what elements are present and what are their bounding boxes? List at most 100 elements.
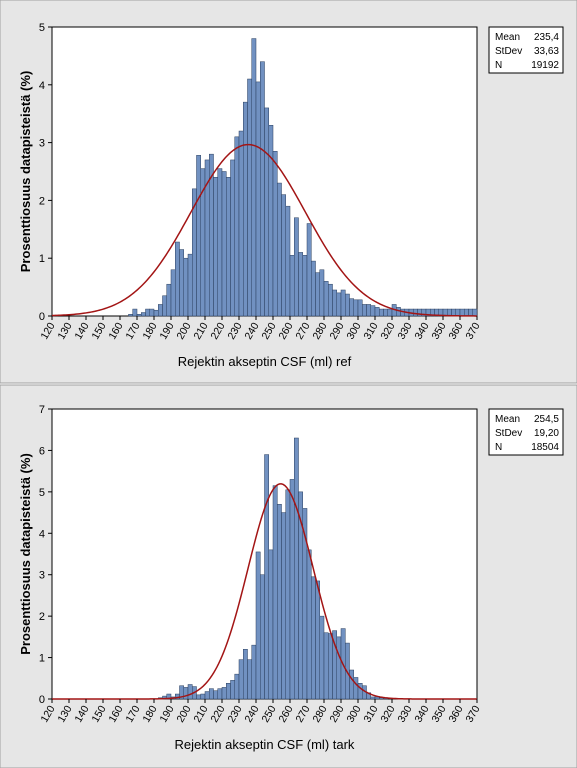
y-tick-label: 5 bbox=[39, 22, 45, 34]
histogram-bar bbox=[281, 512, 286, 700]
histogram-bar bbox=[213, 690, 218, 700]
histogram-bar bbox=[349, 669, 354, 700]
histogram-bar bbox=[162, 295, 167, 317]
stat-value: 19,20 bbox=[534, 428, 559, 439]
histogram-panel-ref: 0123451201301401501601701801902002102202… bbox=[0, 0, 577, 384]
histogram-bar bbox=[345, 293, 350, 317]
histogram-bar bbox=[370, 305, 376, 317]
histogram-bar bbox=[209, 688, 214, 700]
histogram-bar bbox=[243, 101, 248, 317]
stat-label: StDev bbox=[495, 46, 522, 57]
y-tick-label: 4 bbox=[39, 528, 45, 540]
histogram-bar bbox=[285, 205, 291, 317]
histogram-bar bbox=[196, 694, 201, 700]
histogram-bar bbox=[145, 308, 150, 317]
histogram-bar bbox=[251, 644, 257, 700]
stats-legend: Mean 254,5 StDev 19,20 N 18504 bbox=[488, 408, 564, 456]
y-tick-label: 2 bbox=[39, 611, 45, 623]
histogram-bar bbox=[328, 283, 333, 317]
histogram-bar bbox=[141, 312, 146, 317]
histogram-bar bbox=[281, 194, 286, 317]
histogram-bar bbox=[340, 289, 346, 317]
histogram-bar bbox=[413, 308, 418, 317]
histogram-bar bbox=[230, 159, 235, 317]
histogram-bar bbox=[332, 289, 337, 317]
histogram-bar bbox=[221, 171, 227, 317]
histogram-bar bbox=[221, 687, 227, 700]
histogram-bar bbox=[311, 576, 316, 700]
stat-label: N bbox=[495, 60, 502, 71]
histogram-bar bbox=[238, 659, 244, 700]
histogram-bar bbox=[260, 61, 265, 317]
y-tick-label: 0 bbox=[39, 311, 45, 323]
histogram-bar bbox=[306, 223, 312, 317]
y-tick-label: 1 bbox=[39, 653, 45, 665]
histogram-bar bbox=[226, 683, 231, 700]
y-tick-label: 3 bbox=[39, 138, 45, 150]
histogram-bar bbox=[362, 304, 367, 317]
stat-value: 19192 bbox=[531, 60, 559, 71]
histogram-bar bbox=[175, 241, 180, 317]
stat-value: 33,63 bbox=[534, 46, 559, 57]
histogram-panel-tark: 0123456712013014015016017018019020021022… bbox=[0, 384, 577, 768]
histogram-bar bbox=[217, 168, 223, 317]
y-tick-label: 6 bbox=[39, 445, 45, 457]
histogram-bar bbox=[264, 107, 269, 317]
histogram-bar bbox=[370, 696, 376, 700]
stat-label: Mean bbox=[495, 414, 520, 425]
histogram-bar bbox=[289, 255, 295, 317]
histogram-bar bbox=[306, 549, 312, 700]
histogram-bar bbox=[183, 257, 189, 317]
histogram-bar bbox=[323, 632, 329, 700]
histogram-bar bbox=[302, 255, 308, 317]
histogram-bar bbox=[234, 673, 240, 700]
y-axis-label: Prosenttiosuus datapisteistä (%) bbox=[18, 453, 33, 655]
histogram-bar bbox=[136, 314, 142, 317]
histogram-bar bbox=[247, 659, 252, 700]
histogram-bar bbox=[383, 308, 388, 317]
histogram-bar bbox=[336, 292, 342, 317]
stat-value: 254,5 bbox=[534, 414, 559, 425]
histogram-bar bbox=[387, 308, 393, 317]
histogram-bar bbox=[268, 125, 274, 317]
histogram-bar bbox=[187, 253, 193, 317]
histogram-bar bbox=[357, 299, 363, 317]
histogram-bar bbox=[349, 298, 354, 317]
histogram-bar bbox=[255, 81, 261, 317]
histogram-bar bbox=[243, 649, 248, 700]
histogram-bar bbox=[323, 281, 329, 317]
histogram-bar bbox=[132, 308, 138, 317]
histogram-bar bbox=[264, 454, 269, 700]
histogram-bar bbox=[251, 38, 257, 317]
y-tick-label: 0 bbox=[39, 694, 45, 706]
histogram-bar bbox=[289, 479, 295, 700]
stat-label: StDev bbox=[495, 428, 522, 439]
histogram-bar bbox=[459, 308, 465, 317]
histogram-bar bbox=[366, 304, 371, 317]
histogram-bar bbox=[315, 580, 320, 700]
histogram-bar bbox=[294, 437, 299, 700]
x-axis-label: Rejektin akseptin CSF (ml) ref bbox=[178, 354, 352, 369]
stat-label: N bbox=[495, 442, 502, 453]
stat-value: 235,4 bbox=[534, 32, 559, 43]
histogram-bar bbox=[234, 136, 240, 317]
histogram-bar bbox=[200, 693, 206, 700]
histogram-bar bbox=[353, 299, 359, 317]
histogram-bar bbox=[238, 130, 244, 317]
histogram-bar bbox=[217, 688, 223, 700]
y-tick-label: 4 bbox=[39, 80, 45, 92]
histogram-bar bbox=[196, 155, 201, 317]
histogram-bar bbox=[158, 304, 163, 317]
histogram-bar bbox=[166, 283, 172, 317]
histogram-bar bbox=[183, 687, 189, 700]
histogram-bar bbox=[298, 252, 303, 317]
histogram-bar bbox=[277, 504, 282, 700]
stat-value: 18504 bbox=[531, 442, 559, 453]
stats-legend: Mean 235,4 StDev 33,63 N 19192 bbox=[488, 26, 564, 74]
y-tick-label: 5 bbox=[39, 487, 45, 499]
histogram-bar bbox=[464, 308, 469, 317]
histogram-bar bbox=[311, 260, 316, 317]
x-axis-label: Rejektin akseptin CSF (ml) tark bbox=[175, 737, 355, 752]
y-tick-label: 2 bbox=[39, 195, 45, 207]
